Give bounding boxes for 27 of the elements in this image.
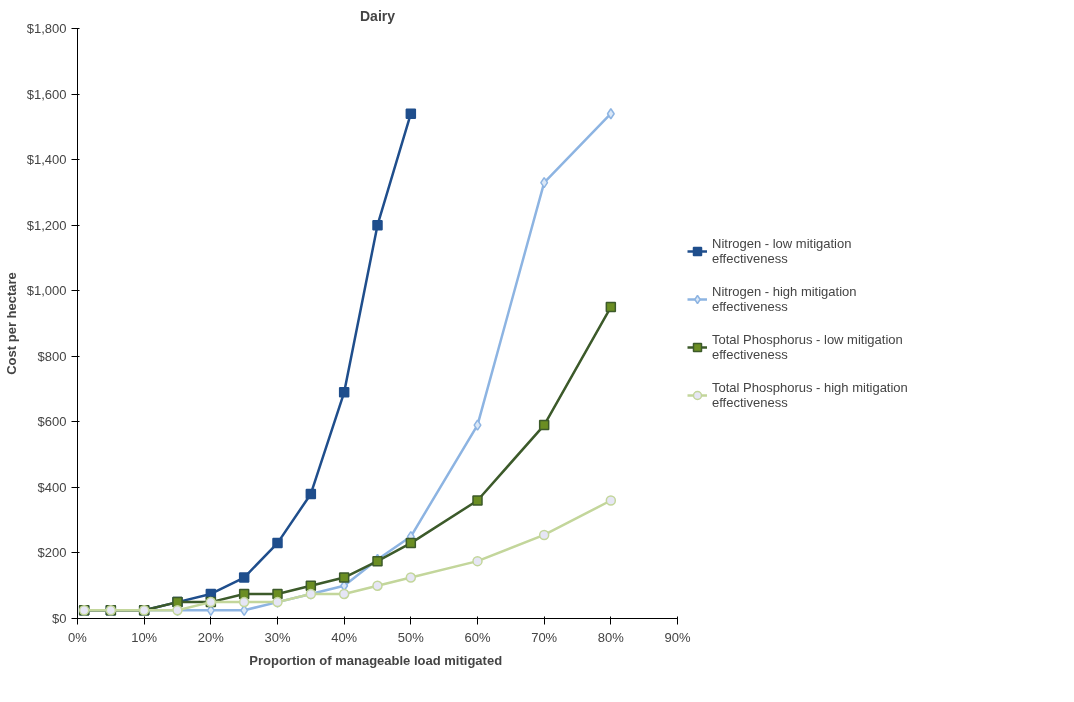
y-tick-label: $400: [37, 479, 67, 495]
y-tick-label: $1,000: [26, 283, 67, 299]
x-tick-label: 50%: [397, 629, 425, 645]
y-tick-label: $1,400: [26, 152, 67, 168]
legend-label: Total Phosphorus - low mitigation effectiveness: [712, 332, 903, 362]
x-axis-title: Proportion of manageable load mitigated: [249, 652, 503, 668]
y-tick-label: $1,200: [26, 217, 67, 233]
x-tick-label: 0%: [68, 629, 88, 645]
y-axis-title: Cost per hectare: [3, 272, 19, 375]
y-tick-label: $800: [37, 348, 67, 364]
y-tick-label: $0: [52, 611, 67, 626]
y-tick-label: $1,600: [26, 86, 67, 102]
x-tick-label: 90%: [664, 629, 691, 645]
x-tick-label: 70%: [531, 629, 558, 645]
y-tick-label: $1,800: [26, 21, 67, 36]
legend-label: Total Phosphorus - high mitigation effectiveness: [712, 380, 908, 410]
legend-label: Nitrogen - low mitigation effectiveness: [712, 236, 852, 266]
x-tick-label: 10%: [131, 629, 158, 645]
x-tick-label: 30%: [264, 629, 291, 645]
x-tick-label: 20%: [197, 629, 225, 645]
x-tick-label: 60%: [464, 629, 491, 645]
x-tick-label: 80%: [597, 629, 625, 645]
x-tick-label: 40%: [331, 629, 358, 645]
chart-title: Dairy: [359, 7, 396, 24]
legend-label: Nitrogen - high mitigation effectiveness: [712, 284, 857, 314]
y-tick-label: $200: [37, 545, 67, 561]
y-tick-label: $600: [37, 414, 67, 430]
